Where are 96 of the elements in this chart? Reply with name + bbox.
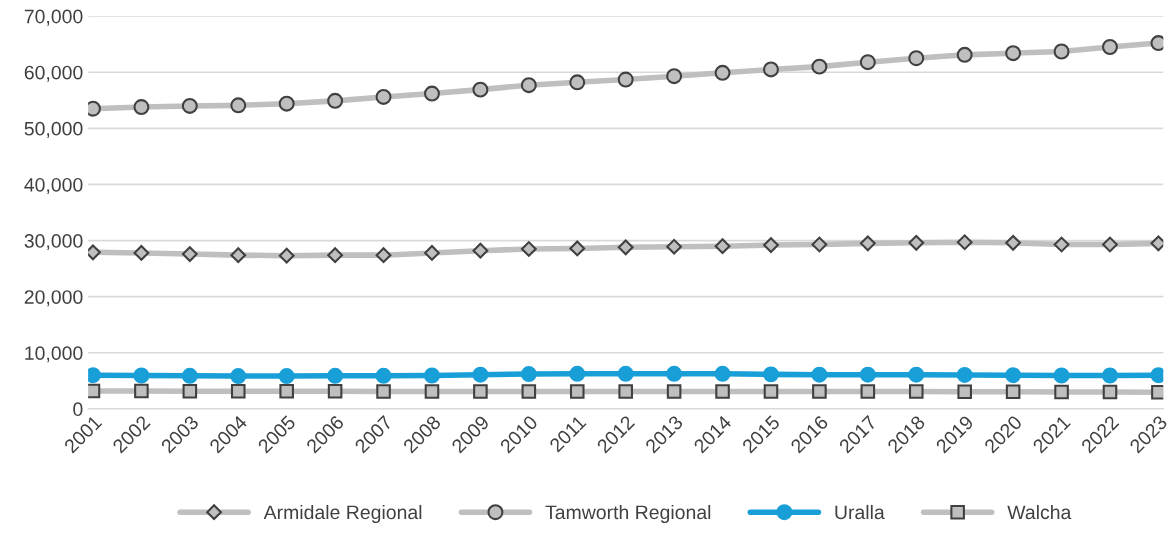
point <box>617 365 634 382</box>
point <box>956 46 973 63</box>
point <box>134 383 149 399</box>
point <box>908 50 925 67</box>
point <box>1101 39 1118 55</box>
point <box>279 383 294 399</box>
point <box>1005 384 1021 400</box>
y-tick-label: 40,000 <box>24 177 83 194</box>
legend-label: Tamworth Regional <box>545 504 711 524</box>
point <box>618 384 633 399</box>
point <box>230 383 246 399</box>
point <box>762 61 779 78</box>
point <box>666 384 682 399</box>
point <box>812 384 827 399</box>
point <box>230 368 247 385</box>
point <box>472 366 489 383</box>
point <box>1053 236 1070 253</box>
point <box>278 95 295 112</box>
point <box>376 384 391 399</box>
point <box>617 239 634 256</box>
legend-label: Walcha <box>1007 504 1072 520</box>
point <box>424 384 440 399</box>
point <box>327 247 344 264</box>
point <box>1101 367 1118 384</box>
point <box>908 366 925 383</box>
point <box>763 384 779 399</box>
y-tick-label: 30,000 <box>24 234 83 251</box>
point <box>569 365 586 382</box>
point <box>1053 43 1070 60</box>
point <box>859 366 876 383</box>
point <box>714 238 731 255</box>
point <box>859 235 876 252</box>
point <box>666 68 683 85</box>
point <box>133 367 150 384</box>
point <box>569 74 586 91</box>
point <box>1054 384 1069 400</box>
point <box>423 85 440 102</box>
point <box>569 384 585 399</box>
point <box>375 367 392 384</box>
point <box>666 238 683 255</box>
legend-label: Armidale Regional <box>263 504 422 524</box>
point <box>133 244 150 261</box>
point <box>472 242 489 259</box>
point <box>327 383 343 399</box>
point <box>957 384 972 400</box>
y-tick-label: 0 <box>73 402 83 417</box>
point <box>763 237 779 253</box>
point <box>520 241 537 257</box>
point <box>181 367 198 384</box>
point <box>1005 45 1022 62</box>
point <box>908 384 924 399</box>
point <box>714 365 731 382</box>
point <box>230 247 247 264</box>
y-tick-label: 70,000 <box>24 9 83 26</box>
point <box>327 367 344 384</box>
point <box>714 64 731 81</box>
point <box>859 54 876 71</box>
point <box>1053 367 1070 384</box>
point <box>908 234 925 251</box>
point <box>423 367 440 384</box>
point <box>230 97 247 114</box>
point <box>375 88 392 105</box>
point <box>666 365 683 382</box>
point <box>1102 236 1118 253</box>
point <box>569 240 586 257</box>
point <box>278 368 295 385</box>
point <box>811 236 828 253</box>
point <box>520 77 537 94</box>
point <box>472 81 489 98</box>
y-tick-label: 10,000 <box>25 346 83 363</box>
point <box>956 366 973 383</box>
point <box>811 58 828 75</box>
point <box>956 234 973 251</box>
y-tick-label: 50,000 <box>24 121 83 138</box>
point <box>473 384 488 399</box>
point <box>327 92 344 109</box>
point <box>182 383 198 399</box>
point <box>860 384 876 399</box>
point <box>424 244 440 261</box>
legend-label: Uralla <box>835 504 885 520</box>
point <box>278 247 295 264</box>
point <box>181 246 198 262</box>
point <box>715 384 730 399</box>
point <box>375 247 392 264</box>
point <box>1005 367 1022 384</box>
point <box>133 99 150 116</box>
point <box>617 71 634 88</box>
point <box>1005 234 1022 251</box>
point <box>521 384 537 399</box>
y-tick-label: 60,000 <box>24 65 83 82</box>
point <box>811 366 828 383</box>
point <box>181 97 198 114</box>
y-tick-label: 20,000 <box>24 290 83 307</box>
point <box>520 366 537 383</box>
point <box>1102 384 1118 400</box>
point <box>762 366 779 383</box>
